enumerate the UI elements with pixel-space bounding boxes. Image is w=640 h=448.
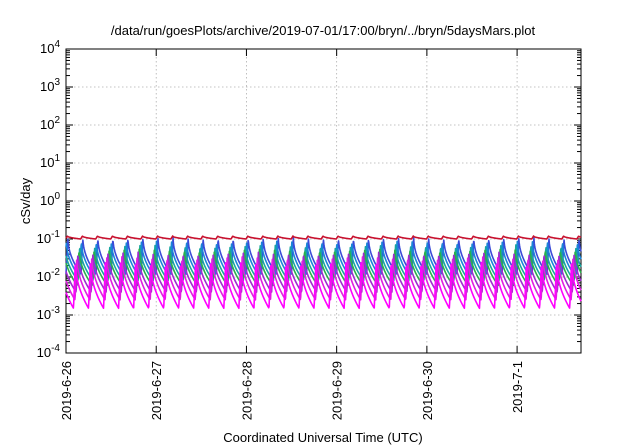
ticks [65,48,581,354]
y-axis-label: cSv/day [18,177,33,224]
x-axis-label: Coordinated Universal Time (UTC) [223,430,422,445]
y-tick-label: 101 [40,153,60,170]
y-tick-label: 10-2 [37,267,61,284]
series-group [65,235,582,310]
y-tick-label: 10-4 [37,343,61,360]
x-tick-label: 2019-6-28 [239,361,254,420]
y-tick-labels: 10-4 10-3 10-2 10-1 100 101 102 103 104 [37,39,61,360]
grid [66,49,581,353]
y-tick-label: 103 [40,77,60,94]
x-tick-label: 2019-6-30 [420,361,435,420]
y-tick-label: 100 [40,191,60,208]
y-tick-label: 102 [40,115,60,132]
chart-title: /data/run/goesPlots/archive/2019-07-01/1… [111,23,536,38]
y-tick-label: 104 [40,39,60,56]
x-tick-label: 2019-6-29 [330,361,345,420]
x-tick-label: 2019-6-27 [149,361,164,420]
x-tick-label: 2019-7-1 [510,361,525,413]
series-line-8 [65,235,582,240]
y-tick-label: 10-1 [37,229,61,246]
x-tick-labels: 2019-6-26 2019-6-27 2019-6-28 2019-6-29 2019… [59,361,525,420]
series-line-7 [65,261,582,310]
x-tick-label: 2019-6-26 [59,361,74,420]
y-tick-label: 10-3 [37,305,61,322]
